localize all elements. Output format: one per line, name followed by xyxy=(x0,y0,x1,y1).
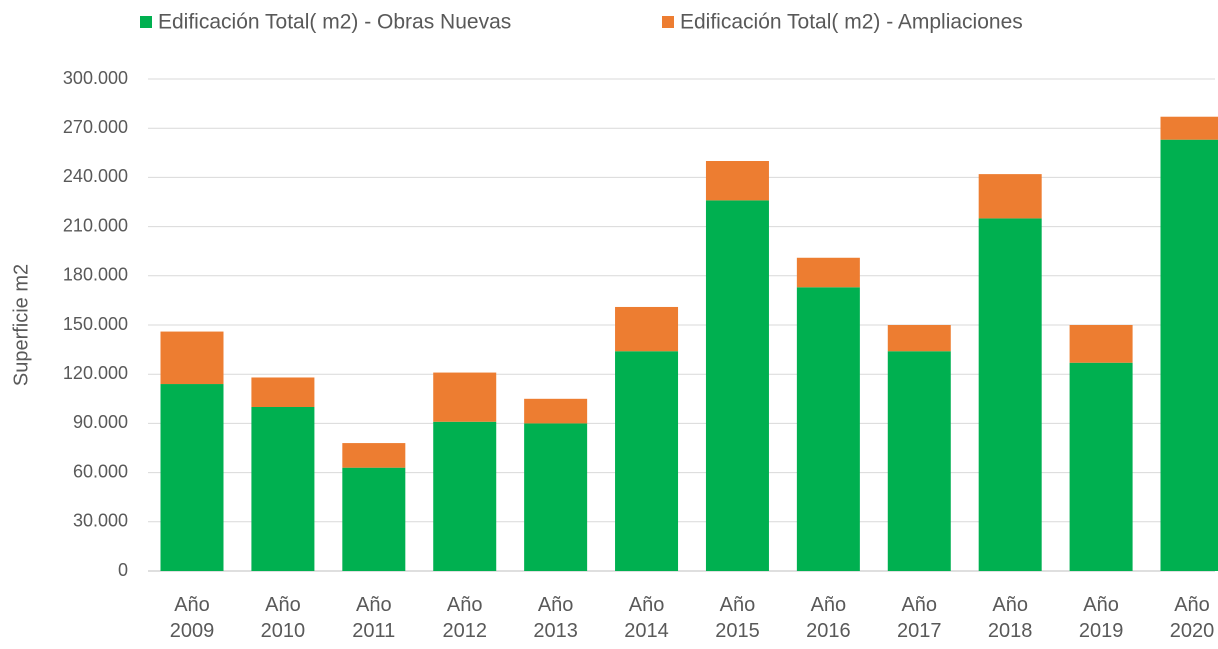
y-tick-label: 240.000 xyxy=(63,166,128,186)
bar-segment xyxy=(524,423,588,571)
bar-segment xyxy=(887,351,951,571)
bar-segment xyxy=(251,407,315,571)
bar-segment xyxy=(433,372,497,422)
y-tick-label: 60.000 xyxy=(73,461,128,481)
bar-segment xyxy=(1160,139,1218,571)
legend-swatch xyxy=(140,16,152,28)
y-tick-label: 90.000 xyxy=(73,412,128,432)
x-tick-label: Año 2017 xyxy=(897,594,942,642)
bar-segment xyxy=(615,351,679,571)
x-tick-label: Año 2011 xyxy=(352,594,396,642)
bar-segment xyxy=(1160,116,1218,140)
legend-label: Edificación Total( m2) - Ampliaciones xyxy=(680,11,1023,34)
y-tick-label: 180.000 xyxy=(63,265,128,285)
bar-segment xyxy=(1069,325,1133,363)
x-tick-label: Año 2020 xyxy=(1169,594,1215,642)
x-tick-label: Año 2019 xyxy=(1078,594,1124,642)
bar-segment xyxy=(342,467,406,571)
x-tick-label: Año 2009 xyxy=(169,594,215,642)
bar-segment xyxy=(978,174,1042,219)
bar-segment xyxy=(705,161,769,201)
bar-segment xyxy=(251,377,315,407)
x-tick-label: Año 2016 xyxy=(806,594,851,642)
bar-segment xyxy=(796,287,860,571)
y-tick-label: 120.000 xyxy=(63,363,128,383)
y-tick-label: 210.000 xyxy=(63,215,128,235)
y-tick-label: 270.000 xyxy=(63,117,128,137)
bar-segment xyxy=(978,218,1042,571)
bar-segment xyxy=(887,325,951,352)
bar-segment xyxy=(1069,362,1133,571)
legend-swatch xyxy=(662,16,674,28)
y-axis-title: Superficie m2 xyxy=(10,264,32,386)
bar-segment xyxy=(160,384,224,571)
x-tick-label: Año 2013 xyxy=(533,594,578,642)
x-tick-label: Año 2014 xyxy=(624,594,669,642)
bar-segment xyxy=(615,306,679,352)
bar-segment xyxy=(705,200,769,572)
legend-label: Edificación Total( m2) - Obras Nuevas xyxy=(158,11,511,34)
bar-segment xyxy=(342,443,406,468)
y-tick-label: 150.000 xyxy=(63,314,128,334)
bar-segment xyxy=(796,257,860,288)
x-tick-label: Año 2012 xyxy=(442,594,487,642)
x-tick-label: Año 2018 xyxy=(987,594,1033,642)
bar-segment xyxy=(433,421,497,571)
y-tick-label: 300.000 xyxy=(63,68,128,88)
y-tick-label: 0 xyxy=(118,560,128,580)
y-tick-label: 30.000 xyxy=(73,511,128,531)
bar-segment xyxy=(160,331,224,385)
x-tick-label: Año 2010 xyxy=(260,594,306,642)
x-tick-label: Año 2015 xyxy=(715,594,760,642)
bar-segment xyxy=(524,398,588,424)
